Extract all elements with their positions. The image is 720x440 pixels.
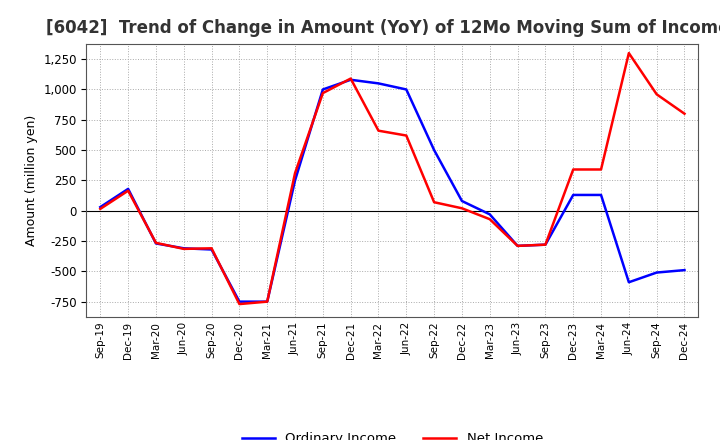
Net Income [652,92,661,97]
Ordinary Income [624,279,633,285]
Ordinary Income [541,242,550,247]
Net Income [680,111,689,116]
Net Income [179,246,188,252]
Net Income [263,299,271,304]
Net Income [96,206,104,212]
Ordinary Income [235,299,243,304]
Legend: Ordinary Income, Net Income: Ordinary Income, Net Income [237,427,548,440]
Ordinary Income [597,192,606,198]
Ordinary Income [207,247,216,252]
Net Income [207,246,216,251]
Ordinary Income [346,77,355,82]
Line: Ordinary Income: Ordinary Income [100,80,685,302]
Ordinary Income [680,268,689,273]
Net Income [597,167,606,172]
Net Income [485,216,494,222]
Net Income [318,91,327,96]
Ordinary Income [513,243,522,249]
Net Income [291,170,300,176]
Net Income [346,76,355,81]
Net Income [513,243,522,249]
Ordinary Income [402,87,410,92]
Ordinary Income [458,198,467,204]
Ordinary Income [485,212,494,217]
Title: [6042]  Trend of Change in Amount (YoY) of 12Mo Moving Sum of Incomes: [6042] Trend of Change in Amount (YoY) o… [45,19,720,37]
Net Income [541,242,550,247]
Net Income [402,133,410,138]
Net Income [624,51,633,56]
Net Income [152,240,161,246]
Ordinary Income [263,299,271,304]
Ordinary Income [374,81,383,86]
Line: Net Income: Net Income [100,53,685,304]
Ordinary Income [124,186,132,191]
Net Income [569,167,577,172]
Ordinary Income [318,87,327,92]
Ordinary Income [430,147,438,153]
Net Income [235,301,243,307]
Ordinary Income [96,205,104,210]
Y-axis label: Amount (million yen): Amount (million yen) [24,115,37,246]
Ordinary Income [569,192,577,198]
Ordinary Income [291,178,300,183]
Net Income [374,128,383,133]
Ordinary Income [152,241,161,246]
Ordinary Income [179,246,188,251]
Net Income [458,205,467,211]
Net Income [430,200,438,205]
Ordinary Income [652,270,661,275]
Net Income [124,188,132,193]
